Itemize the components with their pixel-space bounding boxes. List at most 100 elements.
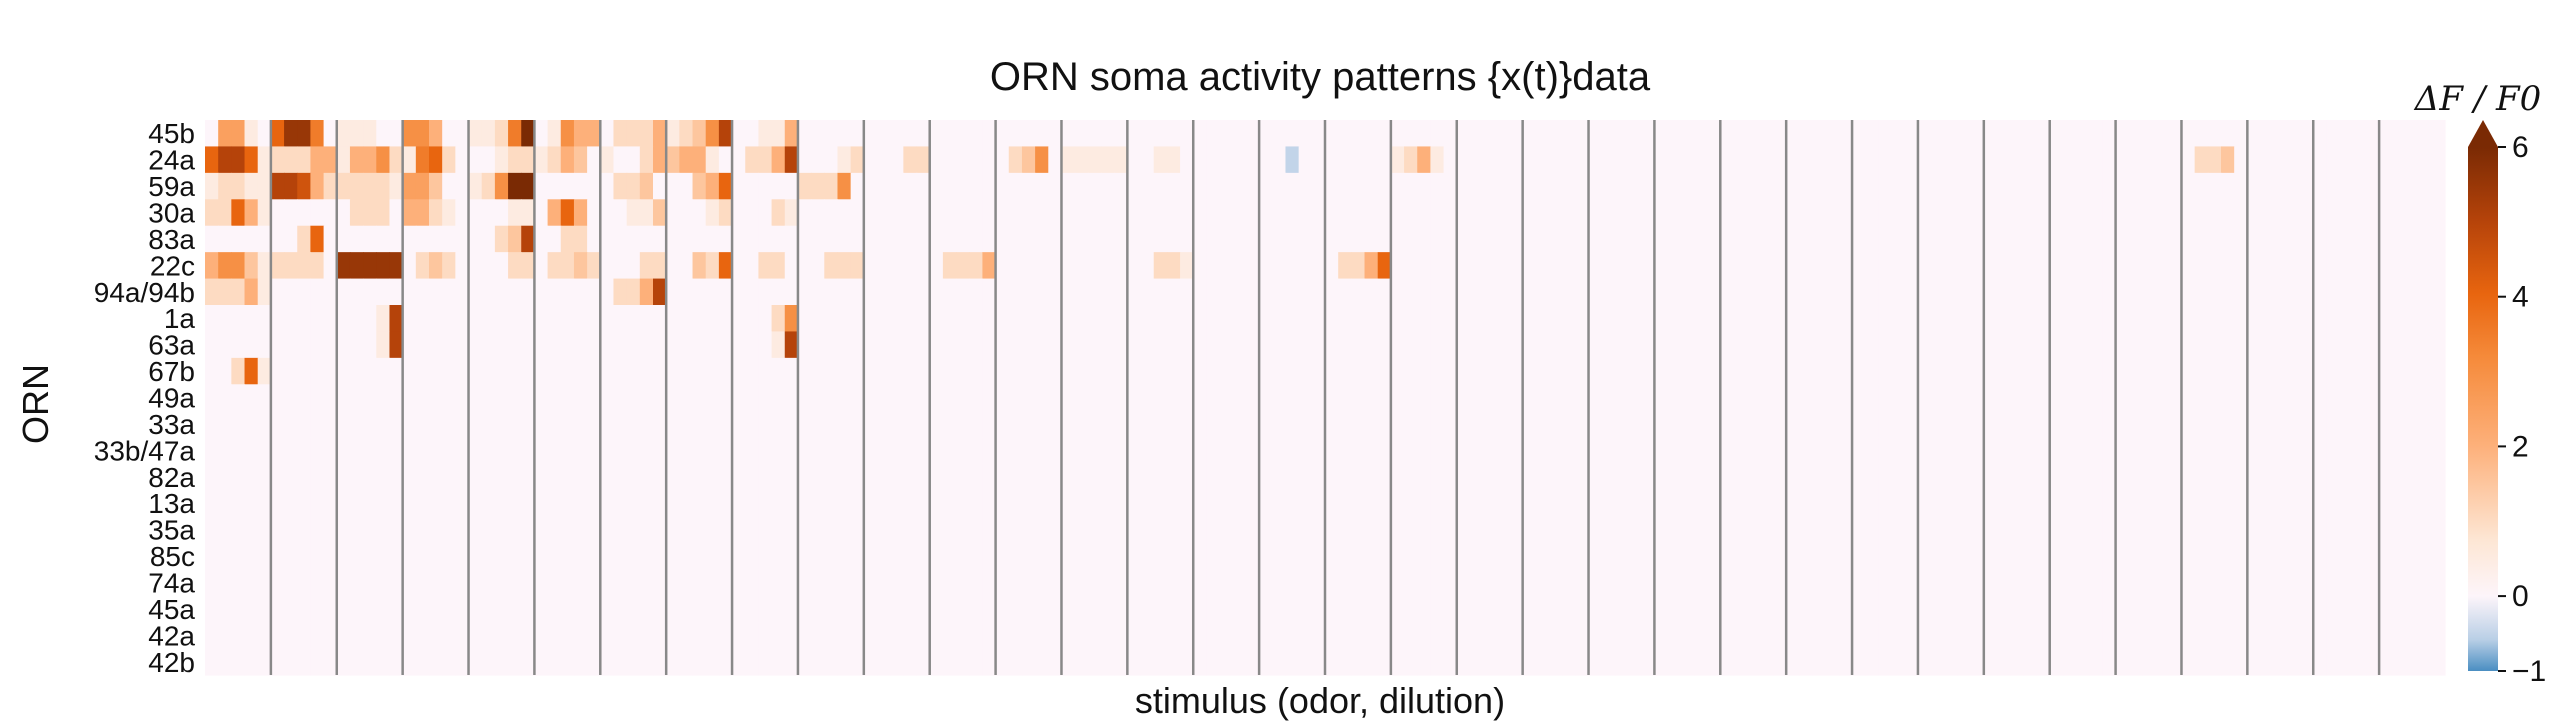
heatmap-cell [1298,595,1313,623]
heatmap-cell [1048,463,1063,491]
heatmap-cell [534,252,549,280]
heatmap-cell [2207,278,2222,306]
heatmap-cell [1588,542,1603,570]
heatmap-cell [1087,622,1102,650]
heatmap-cell [363,331,377,359]
heatmap-cell [1364,225,1379,253]
heatmap-cell [1443,225,1458,253]
heatmap-cell [257,595,272,623]
heatmap-cell [2273,252,2288,280]
heatmap-cell [1193,172,1208,200]
heatmap-cell [1693,410,1708,438]
heatmap-cell [1351,305,1366,333]
heatmap-cell [1338,516,1352,544]
heatmap-cell [626,463,641,491]
heatmap-cell [415,542,430,570]
heatmap-cell [1298,199,1313,227]
heatmap-cell [481,199,496,227]
heatmap-cell [2155,595,2169,623]
heatmap-cell [1983,542,1998,570]
heatmap-cell [218,252,232,280]
heatmap-cell [626,516,641,544]
heatmap-cell [1825,172,1840,200]
heatmap-cell [1799,199,1814,227]
heatmap-cell [1390,569,1405,597]
heatmap-cell [692,172,707,200]
heatmap-cell [2141,648,2156,676]
heatmap-cell [784,199,799,227]
heatmap-cell [1957,490,1972,518]
heatmap-cell [1390,437,1405,465]
heatmap-cell [521,172,536,200]
heatmap-cell [455,225,470,253]
heatmap-cell [1101,542,1115,570]
heatmap-cell [1193,120,1208,148]
heatmap-cell [2260,331,2275,359]
heatmap-cell [1852,252,1866,280]
heatmap-cell [1654,384,1669,412]
heatmap-cell [349,278,364,306]
heatmap-cell [363,622,377,650]
heatmap-cell [415,357,430,385]
heatmap-cell [415,595,430,623]
heatmap-cell [1035,410,1049,438]
heatmap-cell [903,437,918,465]
heatmap-cell [2339,357,2354,385]
heatmap-cell [257,172,272,200]
heatmap-cell [837,357,852,385]
heatmap-cell [1325,331,1339,359]
heatmap-cell [1983,120,1998,148]
heatmap-cell [1430,199,1445,227]
heatmap-cell [1746,542,1761,570]
heatmap-cell [784,305,799,333]
heatmap-cell [2234,146,2248,174]
heatmap-cell [1693,199,1708,227]
heatmap-cell [2168,490,2183,518]
heatmap-cell [1272,120,1287,148]
heatmap-cell [1733,331,1748,359]
heatmap-cell [1008,172,1023,200]
heatmap-cell [494,331,509,359]
heatmap-cell [1325,648,1339,676]
heatmap-cell [218,278,232,306]
heatmap-cell [1535,199,1550,227]
heatmap-cell [257,648,272,676]
heatmap-cell [1074,384,1089,412]
heatmap-cell [363,648,377,676]
heatmap-cell [2221,331,2235,359]
heatmap-cell [402,225,417,253]
heatmap-cell [995,595,1010,623]
heatmap-cell [1311,595,1326,623]
heatmap-cell [1101,331,1115,359]
heatmap-cell [982,357,997,385]
heatmap-cell [244,252,259,280]
heatmap-cell [1904,146,1919,174]
heatmap-cell [1838,648,1853,676]
heatmap-cell [297,648,312,676]
heatmap-cell [323,331,338,359]
heatmap-cell [481,463,496,491]
heatmap-cell [2194,172,2209,200]
heatmap-cell [2313,490,2328,518]
heatmap-cell [1680,595,1695,623]
heatmap-cell [2418,278,2433,306]
row-label: 83a [148,224,195,255]
heatmap-cell [2431,569,2446,597]
heatmap-cell [244,595,259,623]
heatmap-cell [455,199,470,227]
heatmap-cell [942,410,957,438]
heatmap-cell [1021,569,1036,597]
heatmap-cell [1061,437,1076,465]
heatmap-cell [1219,172,1234,200]
heatmap-cell [468,569,483,597]
heatmap-cell [1641,437,1656,465]
heatmap-cell [1272,437,1287,465]
heatmap-cell [1140,490,1155,518]
heatmap-cell [732,437,746,465]
heatmap-cell [244,516,259,544]
heatmap-cell [1838,410,1853,438]
heatmap-cell [903,410,918,438]
heatmap-cell [573,490,588,518]
heatmap-cell [1707,146,1721,174]
heatmap-cell [2392,410,2407,438]
